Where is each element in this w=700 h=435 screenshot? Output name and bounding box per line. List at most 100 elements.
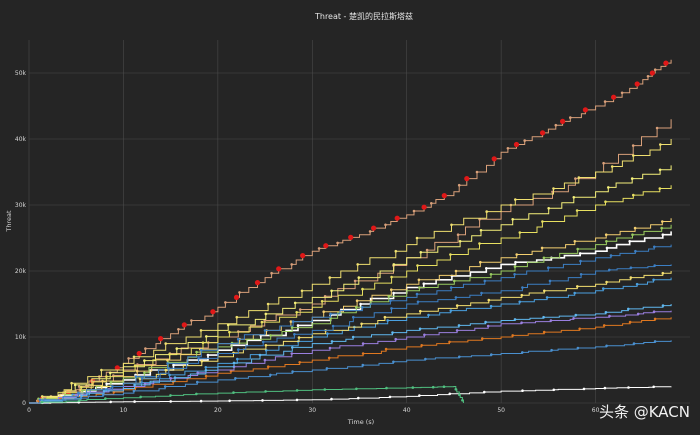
series-point xyxy=(138,377,142,381)
series-point xyxy=(77,385,81,388)
series-point xyxy=(196,371,199,375)
series-point xyxy=(264,312,268,316)
series-point xyxy=(456,233,460,236)
series-point xyxy=(548,279,552,283)
series-point xyxy=(417,278,421,282)
series-point xyxy=(632,193,635,197)
series-point xyxy=(425,248,429,252)
series-point xyxy=(228,330,231,334)
series-point xyxy=(328,346,332,350)
series-point xyxy=(226,323,230,327)
series-point xyxy=(206,353,210,357)
series-point xyxy=(454,388,458,391)
series-9 xyxy=(29,244,672,404)
series-point xyxy=(360,322,363,326)
series-point xyxy=(475,170,479,174)
series-point xyxy=(331,324,335,328)
series-point xyxy=(636,312,640,316)
x-axis-label: Time (s) xyxy=(347,418,374,426)
series-point xyxy=(300,289,304,293)
series-point xyxy=(290,263,294,266)
series-point xyxy=(458,240,462,243)
series-point xyxy=(605,246,609,250)
series-point xyxy=(111,385,114,388)
series-point xyxy=(603,100,607,103)
series-point xyxy=(608,314,611,318)
series-point xyxy=(172,363,175,367)
series-point xyxy=(199,399,203,403)
series-16 xyxy=(29,385,672,405)
series-point xyxy=(109,380,113,384)
series-point xyxy=(486,324,490,328)
series-point xyxy=(448,392,452,396)
series-point xyxy=(169,377,172,380)
series-point xyxy=(478,242,481,245)
series-point xyxy=(521,286,524,289)
series-point xyxy=(574,313,578,317)
series-point xyxy=(660,226,663,230)
series-point xyxy=(328,276,332,279)
series-point xyxy=(416,264,419,267)
series-point xyxy=(629,276,633,279)
series-point xyxy=(572,196,576,199)
series-point xyxy=(197,357,200,360)
series-point xyxy=(427,313,430,317)
series-point xyxy=(605,240,608,243)
series-point xyxy=(575,209,579,212)
event-marker xyxy=(300,253,306,259)
series-point xyxy=(258,353,262,357)
series-point xyxy=(635,282,639,286)
series-point xyxy=(224,301,227,304)
series-point xyxy=(655,126,659,130)
series-point xyxy=(385,386,388,390)
series-point xyxy=(576,247,579,251)
event-marker xyxy=(210,309,216,315)
event-marker xyxy=(233,294,240,300)
series-point xyxy=(269,334,273,337)
series-point xyxy=(336,241,339,245)
series-point xyxy=(392,263,396,266)
event-marker xyxy=(649,70,656,76)
series-point xyxy=(291,346,294,349)
series-point xyxy=(540,246,544,250)
series-point xyxy=(75,393,78,397)
series-point xyxy=(264,390,267,393)
series-point xyxy=(485,210,489,213)
series-point xyxy=(458,355,461,359)
series-point xyxy=(263,329,267,332)
series-point xyxy=(132,389,136,393)
series-point xyxy=(81,389,84,392)
series-point xyxy=(127,357,130,360)
event-marker xyxy=(394,215,400,221)
series-point xyxy=(454,269,458,273)
series-point xyxy=(653,264,656,267)
series-14 xyxy=(29,304,672,404)
series-point xyxy=(552,187,555,190)
series-point xyxy=(320,300,324,303)
series-point xyxy=(361,287,364,291)
series-point xyxy=(163,385,167,388)
series-point xyxy=(628,240,631,243)
y-tick-label: 50k xyxy=(15,70,27,77)
event-marker xyxy=(323,243,329,249)
series-point xyxy=(356,263,360,266)
series-point xyxy=(323,388,327,391)
series-point xyxy=(582,387,586,391)
series-point xyxy=(542,330,546,334)
series-point xyxy=(489,304,493,308)
series-point xyxy=(357,396,360,400)
event-marker xyxy=(181,322,187,328)
x-tick-label: 50 xyxy=(497,407,505,414)
series-point xyxy=(109,400,112,404)
series-17 xyxy=(29,385,464,404)
series-point xyxy=(484,320,487,324)
series-point xyxy=(480,291,483,295)
series-point xyxy=(521,351,524,354)
series-point xyxy=(419,251,423,254)
y-tick-label: 30k xyxy=(15,202,27,209)
event-marker xyxy=(371,225,377,231)
series-point xyxy=(576,346,580,350)
series-point xyxy=(190,319,193,322)
series-point xyxy=(205,335,208,338)
y-tick-label: 20k xyxy=(15,268,27,275)
